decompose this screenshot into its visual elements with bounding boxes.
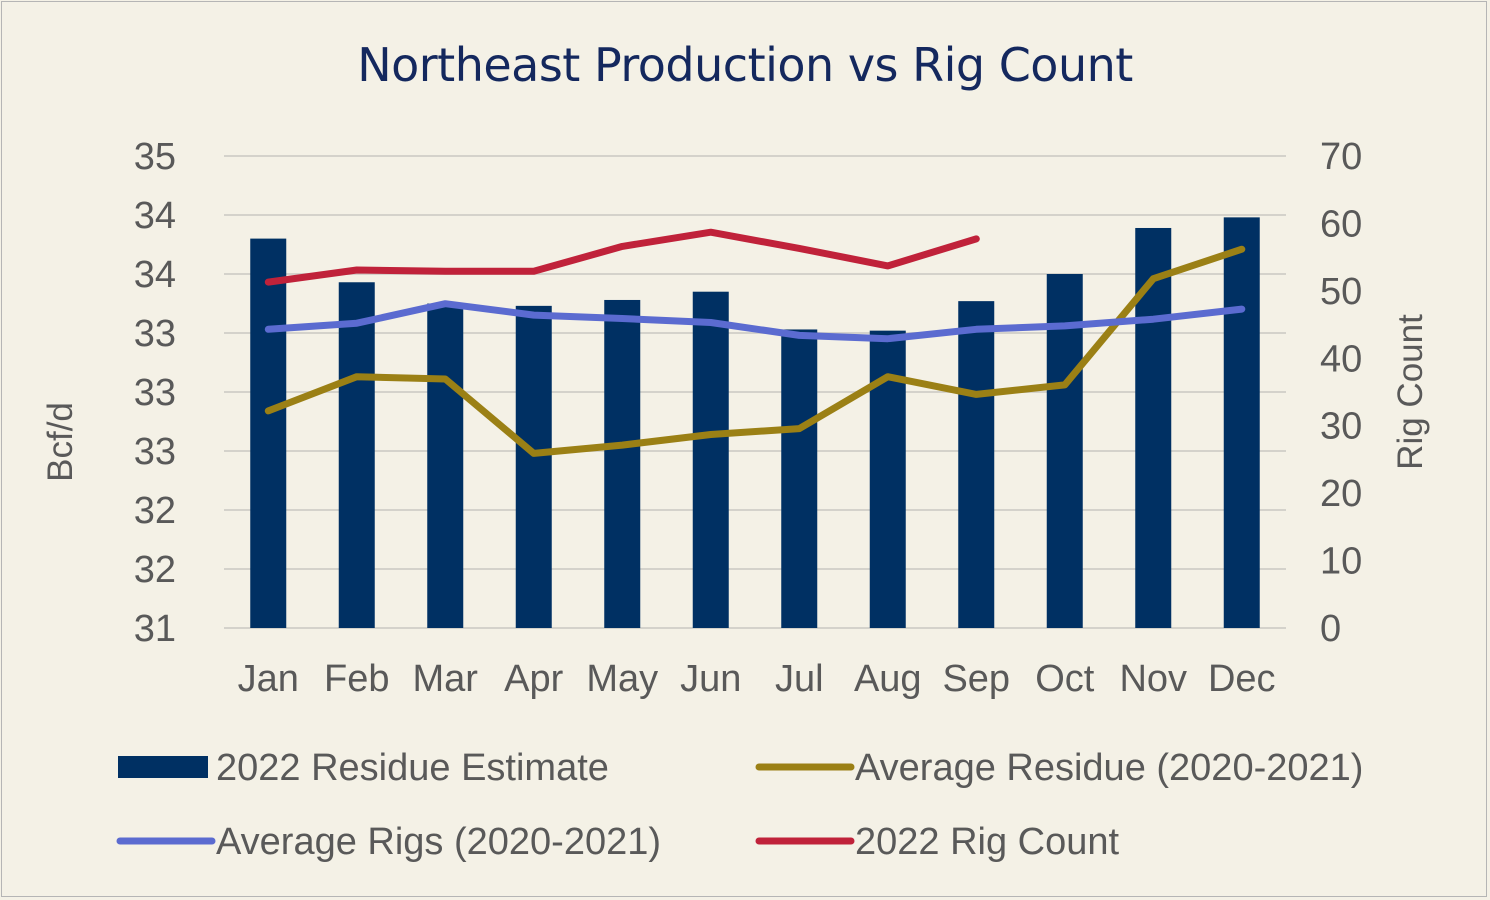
x-tick-label: Oct [1035, 658, 1095, 700]
right-tick-label: 10 [1320, 541, 1362, 583]
right-tick-label: 40 [1320, 338, 1362, 380]
x-tick-label: Jan [238, 658, 299, 700]
legend-swatch [118, 756, 208, 778]
left-tick-label: 34 [134, 195, 176, 237]
series-line [264, 300, 1246, 343]
left-tick-label: 32 [134, 549, 176, 591]
x-tick-label: Nov [1119, 658, 1187, 700]
right-tick-label: 30 [1320, 406, 1362, 448]
gridlines [224, 155, 1286, 629]
bar [692, 291, 729, 628]
x-tick-label: Aug [854, 658, 922, 700]
legend: 2022 Residue Estimate Average Residue (20… [116, 747, 1363, 863]
x-tick-label: Feb [324, 658, 389, 700]
left-tick-label: 33 [134, 313, 176, 355]
left-axis-title: Bcf/d [41, 402, 80, 482]
bar [781, 329, 818, 628]
legend-label: Average Rigs (2020-2021) [216, 821, 661, 863]
left-tick-label: 35 [134, 136, 176, 178]
bar [250, 238, 287, 628]
left-axis-ticks: 31 32 32 33 33 33 34 34 35 [134, 136, 176, 650]
bar [1135, 227, 1172, 629]
legend-label: Average Residue (2020-2021) [855, 747, 1363, 789]
x-tick-label: Apr [504, 658, 563, 700]
bar [1223, 217, 1260, 629]
legend-label: 2022 Residue Estimate [216, 747, 609, 789]
bar [1046, 274, 1083, 628]
line-series [264, 228, 1246, 457]
x-tick-label: Jun [680, 658, 741, 700]
left-tick-label: 33 [134, 431, 176, 473]
x-axis-ticks: Jan Feb Mar Apr May Jun Jul Aug Sep Oct Nov Dec [238, 658, 1276, 700]
legend-label: 2022 Rig Count [855, 821, 1120, 863]
left-tick-label: 34 [134, 254, 176, 296]
bar [604, 299, 641, 628]
right-tick-label: 70 [1320, 136, 1362, 178]
x-tick-label: Jul [775, 658, 824, 700]
bar-series [250, 217, 1260, 629]
bar [427, 303, 464, 628]
left-tick-label: 33 [134, 372, 176, 414]
bar [338, 282, 375, 628]
right-axis-ticks: 0 10 20 30 40 50 60 70 [1320, 136, 1362, 650]
right-tick-label: 0 [1320, 608, 1341, 650]
right-tick-label: 60 [1320, 203, 1362, 245]
right-tick-label: 20 [1320, 473, 1362, 515]
x-tick-label: Dec [1208, 658, 1276, 700]
right-axis-title: Rig Count [1391, 314, 1430, 470]
bar [958, 301, 995, 628]
bar [515, 305, 552, 628]
left-tick-label: 32 [134, 490, 176, 532]
series-line [264, 228, 980, 286]
series-line [264, 245, 1246, 457]
right-tick-label: 50 [1320, 271, 1362, 313]
left-tick-label: 31 [134, 608, 176, 650]
x-tick-label: Sep [942, 658, 1010, 700]
chart-title: Northeast Production vs Rig Count [357, 38, 1133, 92]
x-tick-label: Mar [413, 658, 479, 700]
x-tick-label: May [586, 658, 658, 700]
